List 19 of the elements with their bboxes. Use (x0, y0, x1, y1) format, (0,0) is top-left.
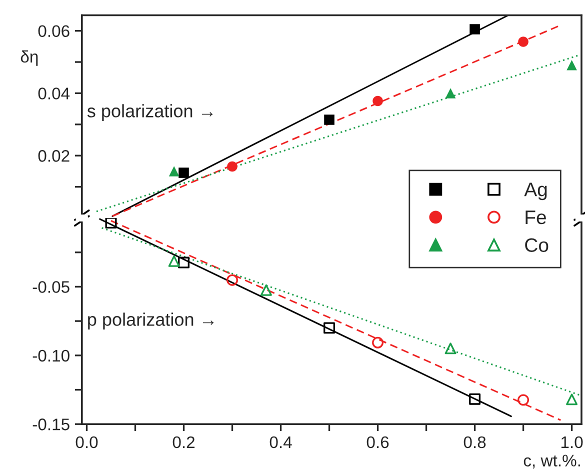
annotation: s polarization → (87, 104, 213, 121)
x-axis-title: c, wt.%. (524, 454, 580, 468)
x-tick-label: 0.2 (172, 436, 195, 448)
x-tick-label: 0.8 (464, 436, 486, 448)
y-tick-label: -0.10 (32, 350, 70, 362)
y-tick-label: 0.06 (38, 25, 70, 38)
legend-label: Ag (524, 182, 547, 200)
y-tick-label: -0.05 (32, 281, 70, 293)
y-tick-label: 0.02 (38, 150, 70, 162)
legend-label: Co (525, 238, 548, 252)
y-tick-label: -0.15 (32, 418, 70, 430)
y-tick-label: 0.04 (38, 88, 70, 100)
annotation: p polarization → (88, 312, 214, 330)
x-tick-label: 0.6 (366, 436, 389, 448)
x-tick-label: 0.0 (76, 436, 98, 448)
legend-label: Fe (526, 210, 546, 224)
y-axis-title: δη (20, 50, 38, 66)
x-tick-label: 1.0 (561, 436, 583, 448)
x-tick-label: 0.4 (270, 436, 292, 448)
